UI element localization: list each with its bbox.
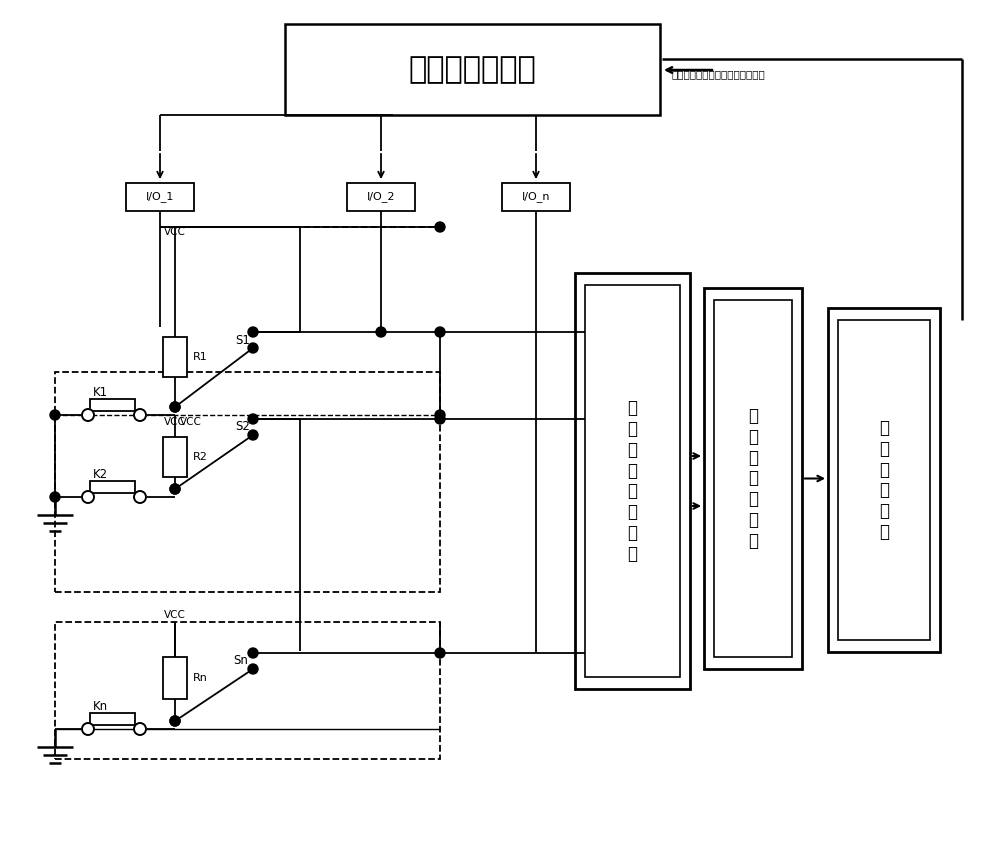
Circle shape — [170, 402, 180, 412]
Circle shape — [170, 484, 180, 494]
Bar — [347, 183, 415, 211]
Circle shape — [435, 648, 445, 658]
Circle shape — [50, 410, 60, 420]
Text: 串、并转换电路: 串、并转换电路 — [409, 55, 536, 84]
Circle shape — [435, 327, 445, 337]
Bar — [585, 285, 680, 677]
Circle shape — [248, 430, 258, 440]
Circle shape — [435, 414, 445, 424]
Circle shape — [170, 716, 180, 726]
Circle shape — [435, 410, 445, 420]
Bar — [285, 24, 660, 115]
Circle shape — [134, 491, 146, 503]
Circle shape — [134, 409, 146, 421]
Bar — [163, 437, 187, 477]
Circle shape — [248, 414, 258, 424]
Text: R2: R2 — [193, 452, 208, 462]
Bar — [90, 399, 135, 411]
Circle shape — [134, 723, 146, 735]
Bar — [55, 372, 440, 592]
Text: Rn: Rn — [193, 673, 208, 683]
Text: S1: S1 — [235, 334, 250, 347]
Text: VCC: VCC — [164, 227, 186, 237]
Text: Kn: Kn — [92, 701, 108, 714]
Bar — [828, 308, 940, 652]
Circle shape — [248, 343, 258, 353]
Text: K2: K2 — [92, 468, 108, 481]
Circle shape — [376, 327, 386, 337]
Text: K1: K1 — [92, 387, 108, 400]
Bar — [163, 657, 187, 699]
Bar — [126, 183, 194, 211]
Bar — [575, 273, 690, 689]
Bar — [90, 481, 135, 493]
Text: 并
、
串
转
换
电
路: 并 、 串 转 换 电 路 — [748, 407, 758, 550]
Circle shape — [50, 492, 60, 502]
Circle shape — [82, 409, 94, 421]
Circle shape — [82, 491, 94, 503]
Circle shape — [435, 222, 445, 232]
Text: 钥匙面板开关量输入通道检测框图: 钥匙面板开关量输入通道检测框图 — [672, 69, 766, 79]
Circle shape — [82, 723, 94, 735]
Circle shape — [170, 484, 180, 494]
Circle shape — [170, 716, 180, 726]
Bar — [502, 183, 570, 211]
Text: I/O_2: I/O_2 — [367, 192, 395, 203]
Bar — [838, 320, 930, 640]
Text: VCC: VCC — [164, 417, 186, 427]
Circle shape — [248, 327, 258, 337]
Circle shape — [170, 402, 180, 412]
Text: VCC: VCC — [164, 610, 186, 620]
Bar — [714, 300, 792, 657]
Bar — [163, 337, 187, 377]
Circle shape — [248, 664, 258, 674]
Text: I/O_n: I/O_n — [522, 192, 550, 203]
Text: 智
能
控
制
电
路: 智 能 控 制 电 路 — [879, 419, 889, 541]
Bar — [90, 713, 135, 725]
Text: S2: S2 — [235, 420, 250, 434]
Bar — [55, 622, 440, 759]
Text: Sn: Sn — [233, 655, 248, 668]
Text: 开
关
信
号
整
形
电
路: 开 关 信 号 整 形 电 路 — [628, 399, 638, 563]
Text: R1: R1 — [193, 352, 208, 362]
Text: VCC: VCC — [180, 417, 202, 427]
Bar — [704, 288, 802, 669]
Circle shape — [248, 648, 258, 658]
Text: I/O_1: I/O_1 — [146, 192, 174, 203]
